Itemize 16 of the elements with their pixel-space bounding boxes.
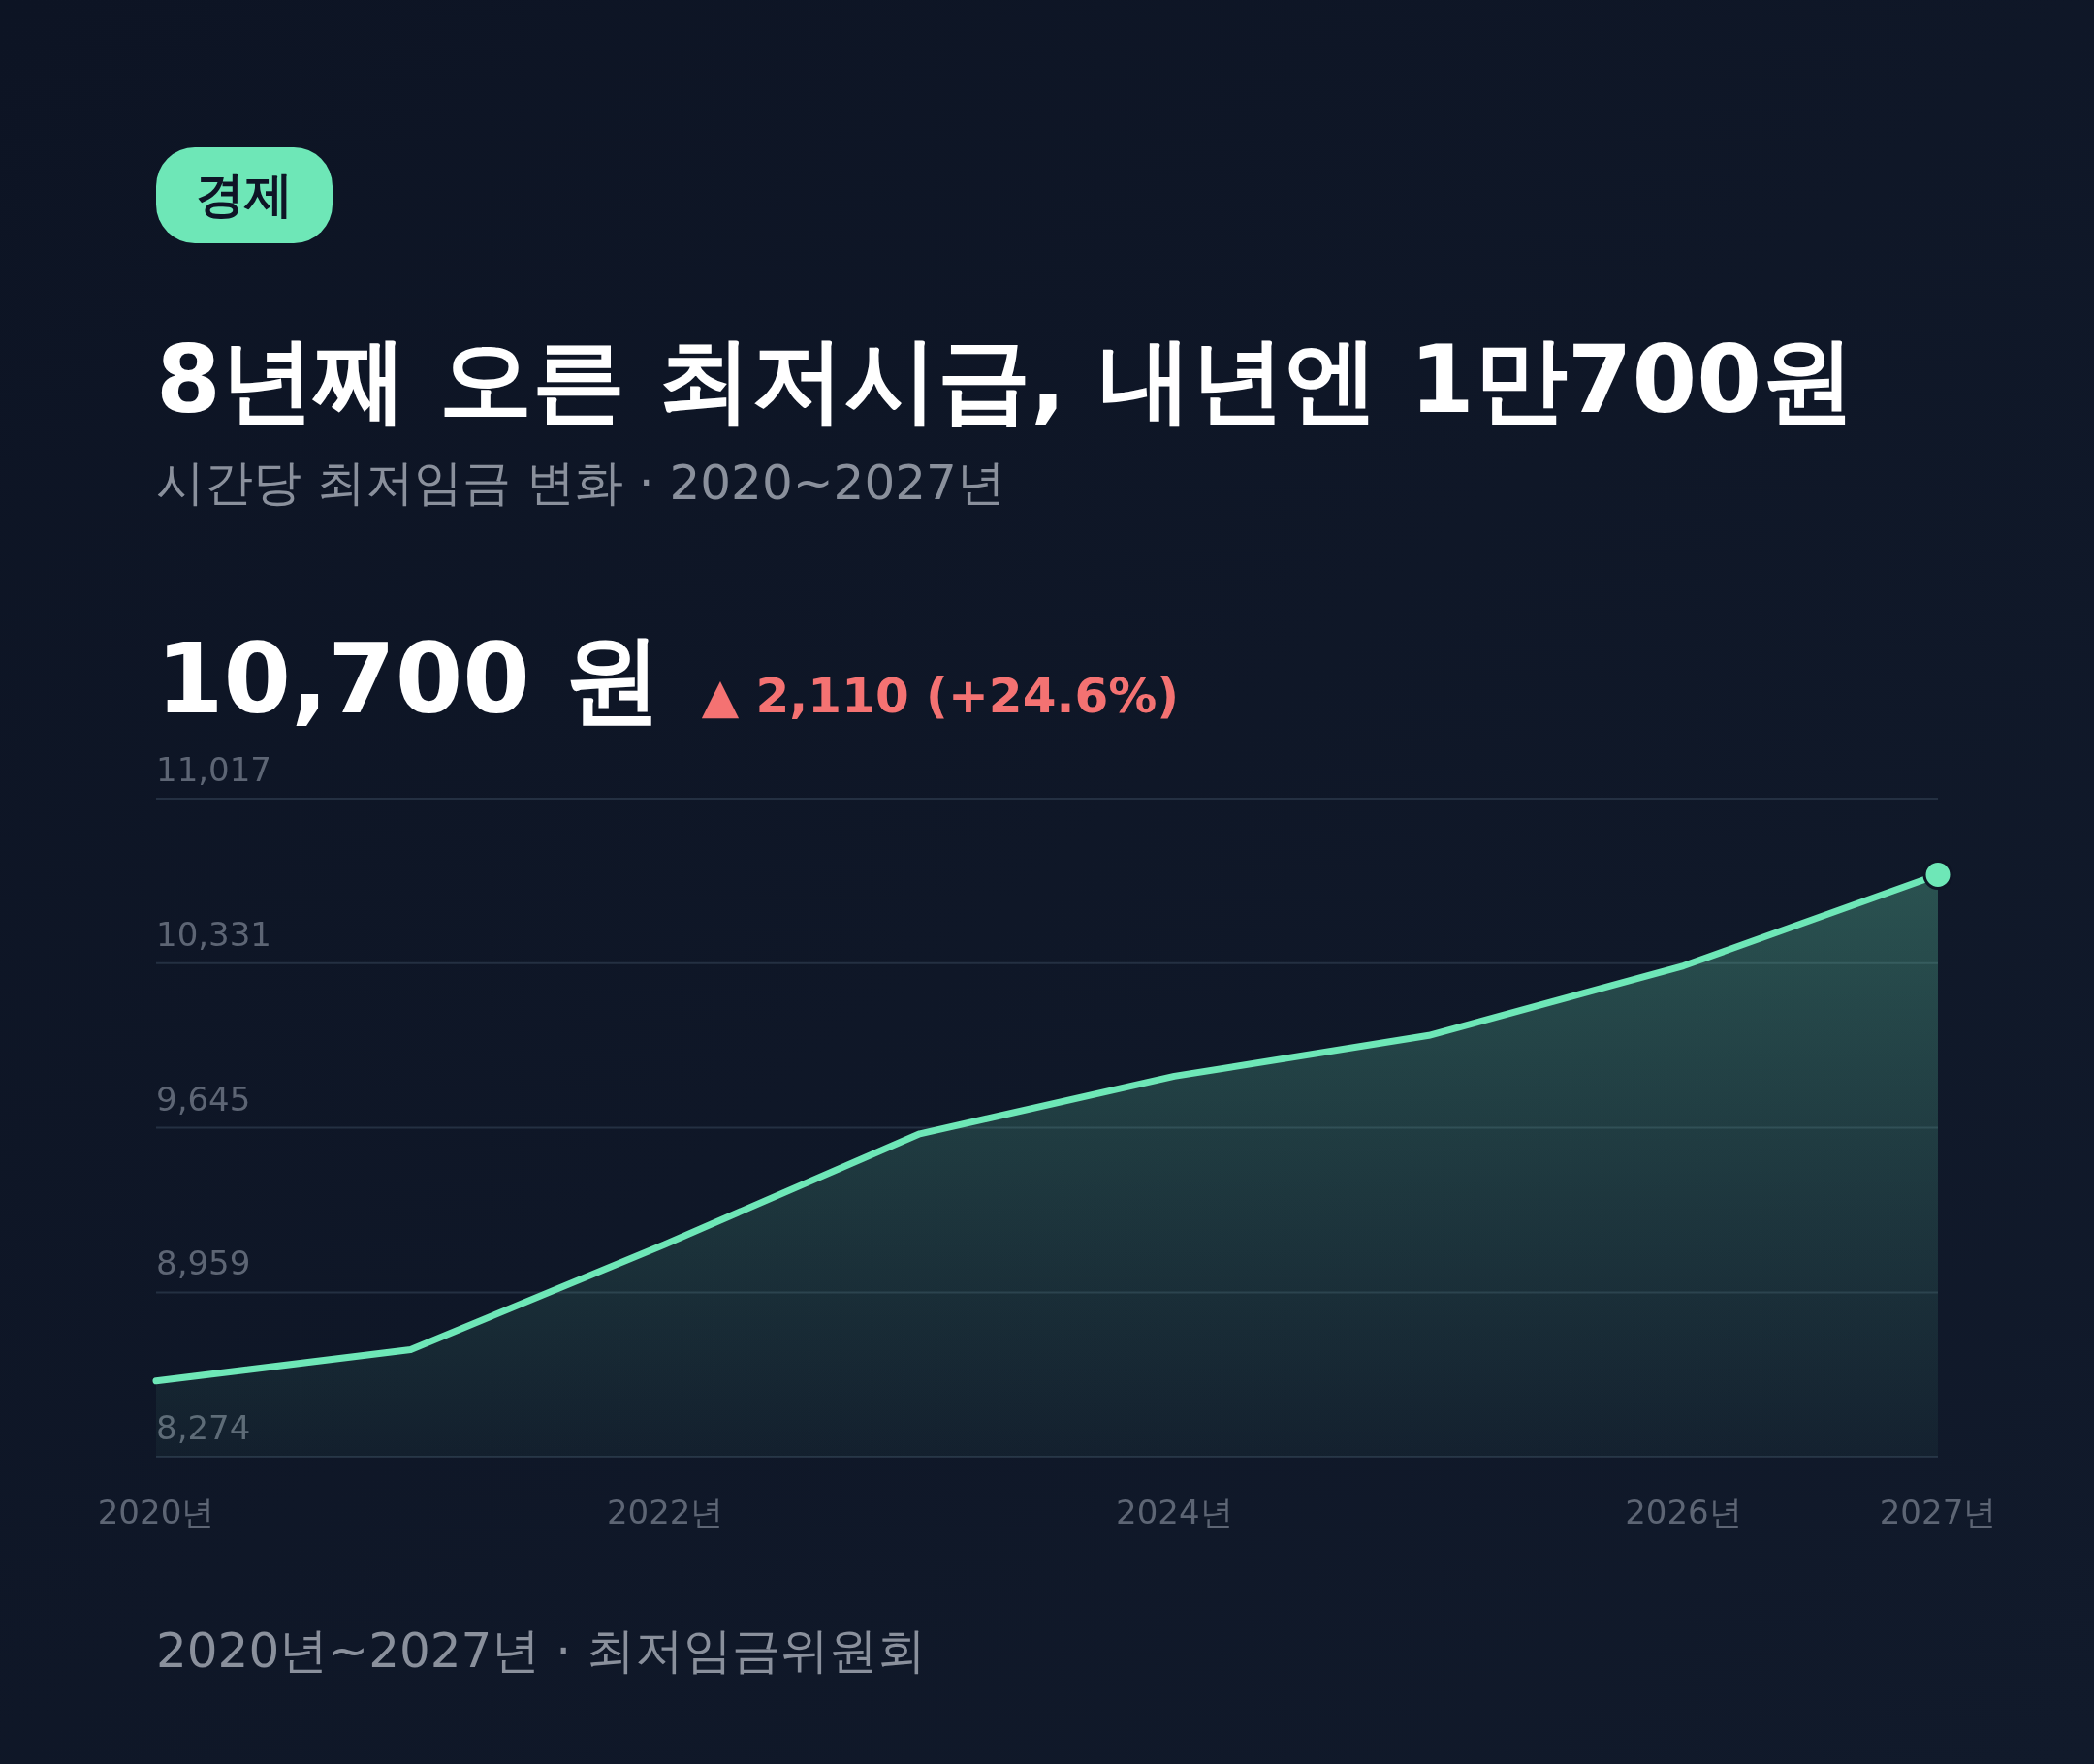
y-tick-label: 8,959 [156,1244,251,1283]
x-tick-label: 2026년 [1625,1493,1742,1531]
y-tick-label: 9,645 [156,1079,251,1118]
y-tick-label: 10,331 [156,914,271,954]
text: 2020년~2027년 · 최저임금위원회 [156,1622,927,1679]
x-tick-label: 2020년 [97,1493,215,1531]
x-tick-label: 2027년 [1879,1493,1997,1531]
text: ▲ 2,110 (+24.6%) [701,668,1180,724]
y-tick-label: 11,017 [156,750,271,789]
x-tick-label: 2024년 [1116,1493,1233,1531]
y-tick-label: 8,274 [156,1408,251,1447]
x-tick-label: 2022년 [606,1493,724,1531]
text: 경제 [196,167,293,223]
text: 10,700 원 [156,622,661,736]
chart-subtitle: 시간당 최저임금 변화 · 2020~2027년 [156,455,1005,511]
chart-title: 8년째 오른 최저시급, 내년엔 1만700원 [156,326,1856,434]
